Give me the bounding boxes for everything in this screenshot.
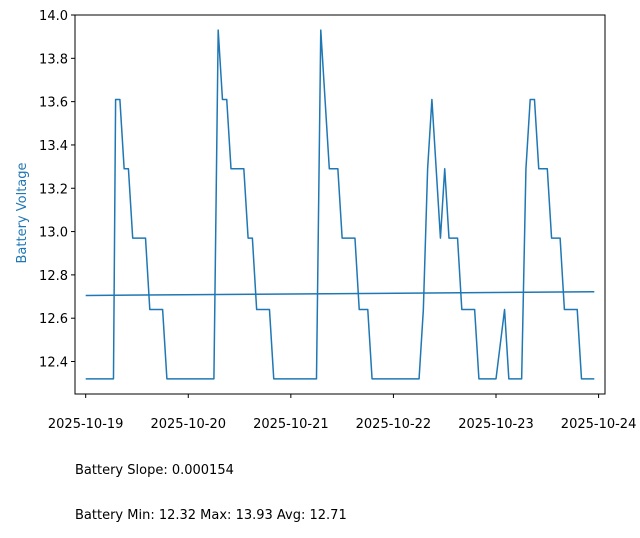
x-tick-label: 2025-10-20 [150, 417, 226, 432]
voltage-series-line [85, 29, 595, 380]
y-axis: 12.4 12.6 12.8 13.0 13.2 13.4 13.6 13.8 14.0 [39, 9, 75, 371]
y-tick-label: 13.4 [39, 139, 68, 154]
y-tick-label: 13.2 [39, 182, 68, 197]
battery-voltage-chart: 2025-10-19 2025-10-20 2025-10-21 2025-10-22… [15, 9, 636, 432]
y-tick-label: 12.4 [39, 356, 68, 371]
x-axis: 2025-10-19 2025-10-20 2025-10-21 2025-10-22… [48, 394, 636, 432]
y-tick-label: 12.6 [39, 312, 68, 327]
y-axis-label: Battery Voltage [15, 162, 30, 263]
plot-frame [74, 14, 606, 395]
battery-slope-note: Battery Slope: 0.000154 [75, 463, 234, 478]
y-tick-label: 13.0 [39, 226, 68, 241]
y-tick-label: 13.8 [39, 52, 68, 67]
y-tick-label: 13.6 [39, 96, 68, 111]
y-tick-label: 14.0 [39, 9, 68, 24]
plot-lines [85, 29, 595, 380]
trend-line [85, 291, 595, 297]
x-tick-label: 2025-10-21 [253, 417, 329, 432]
x-tick-label: 2025-10-24 [561, 417, 637, 432]
battery-stats-note: Battery Min: 12.32 Max: 13.93 Avg: 12.71 [75, 508, 347, 523]
stats-notes: Battery Slope: 0.000154 Battery Min: 12.… [75, 433, 347, 538]
y-tick-label: 12.8 [39, 269, 68, 284]
x-tick-label: 2025-10-22 [356, 417, 432, 432]
x-tick-label: 2025-10-19 [48, 417, 124, 432]
x-tick-label: 2025-10-23 [458, 417, 534, 432]
